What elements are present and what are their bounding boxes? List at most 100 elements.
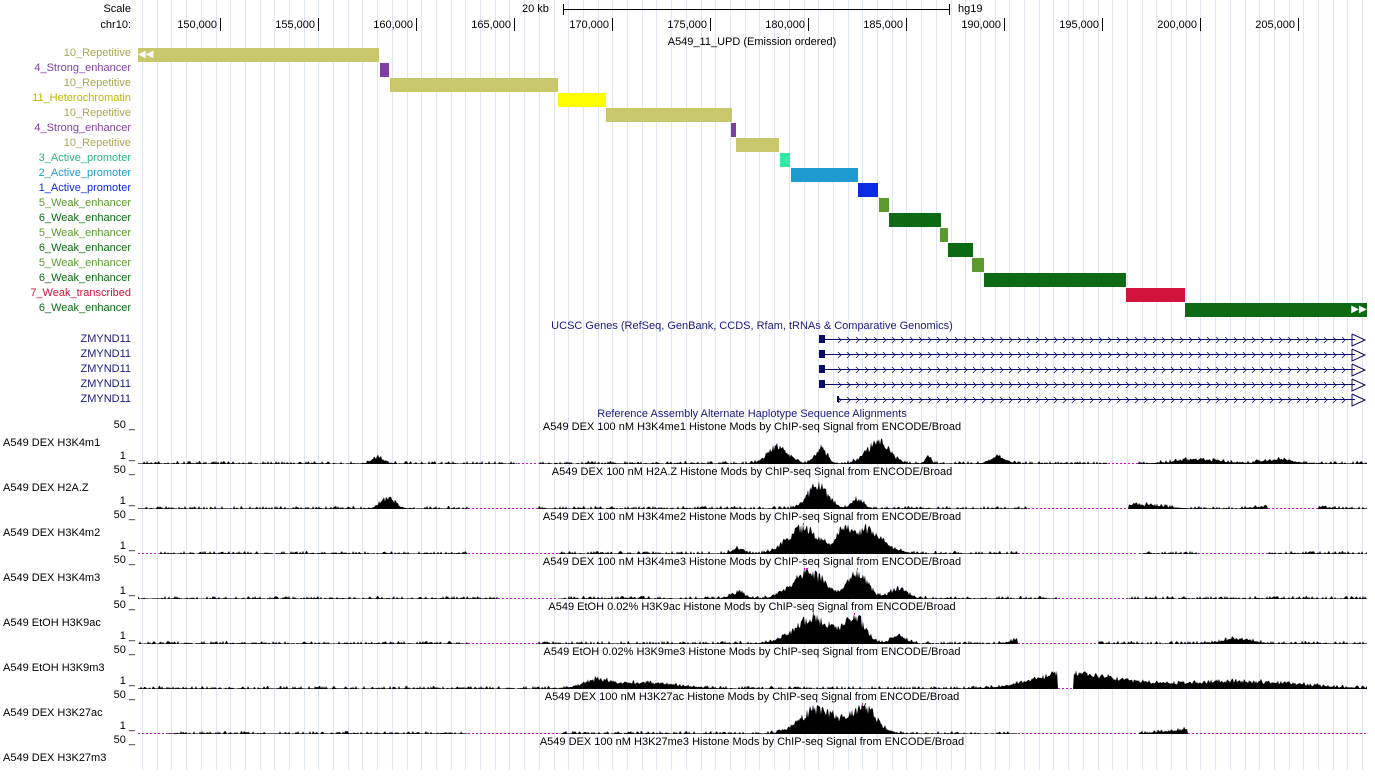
gene-label[interactable]: ZMYND11 [80, 348, 131, 360]
gene-label[interactable]: ZMYND11 [80, 393, 131, 405]
signal-track[interactable]: A549 DEX 100 nM H3K27me3 Histone Mods by… [138, 735, 1367, 780]
no-data-mark [520, 508, 522, 509]
no-data-mark [468, 508, 470, 509]
signal-track[interactable]: A549 DEX 100 nM H3K4me1 Histone Mods by … [138, 420, 1367, 465]
segmentation-row-label[interactable]: 3_Active_promoter [38, 152, 131, 164]
segmentation-block[interactable] [1185, 303, 1367, 317]
segmentation-row-label[interactable]: 10_Repetitive [63, 77, 131, 89]
segmentation-block[interactable] [731, 123, 736, 137]
segmentation-row-label[interactable]: 1_Active_promoter [38, 182, 131, 194]
segmentation-row-label[interactable]: 7_Weak_transcribed [30, 287, 131, 299]
no-data-mark [1218, 553, 1220, 554]
signal-track-label[interactable]: A549 DEX H2A.Z [3, 482, 89, 494]
signal-track-label[interactable]: A549 EtOH H3K9ac [3, 617, 101, 629]
signal-track-title[interactable]: A549 DEX 100 nM H3K4me1 Histone Mods by … [542, 421, 962, 433]
segmentation-track-title[interactable]: A549_11_UPD (Emission ordered) [667, 36, 837, 48]
no-data-mark [1046, 643, 1048, 644]
signal-track-title[interactable]: A549 EtOH 0.02% H3K9me3 Histone Mods by … [543, 646, 961, 658]
gene-label[interactable]: ZMYND11 [80, 363, 131, 375]
gene-label[interactable]: ZMYND11 [80, 378, 131, 390]
segmentation-block[interactable] [380, 63, 389, 77]
segmentation-row-label[interactable]: 10_Repetitive [63, 47, 131, 59]
left-arrows-icon[interactable]: ◀◀ [138, 48, 154, 62]
gene-label[interactable]: ZMYND11 [80, 333, 131, 345]
gridline [245, 0, 246, 770]
segmentation-row-label[interactable]: 6_Weak_enhancer [38, 272, 131, 284]
signal-track[interactable]: A549 DEX 100 nM H3K27ac Histone Mods by … [138, 690, 1367, 735]
segmentation-row-label[interactable]: 2_Active_promoter [38, 167, 131, 179]
segmentation-row-label[interactable]: 5_Weak_enhancer [38, 257, 131, 269]
right-arrows-icon[interactable]: ▶▶ [1351, 304, 1367, 315]
segmentation-block[interactable] [984, 273, 1126, 287]
no-data-mark [524, 643, 526, 644]
signal-track-max-label: 50 _ [113, 599, 135, 611]
genes-track-title[interactable]: UCSC Genes (RefSeq, GenBank, CCDS, Rfam,… [551, 320, 953, 332]
signal-track-label[interactable]: A549 DEX H3K27m3 [3, 752, 107, 764]
no-data-mark [1304, 733, 1306, 734]
signal-track-title[interactable]: A549 EtOH 0.02% H3K9ac Histone Mods by C… [548, 601, 956, 613]
segmentation-block[interactable] [736, 138, 779, 152]
segmentation-block[interactable] [606, 108, 732, 122]
signal-track[interactable]: A549 DEX 100 nM H2A.Z Histone Mods by Ch… [138, 465, 1367, 510]
no-data-mark [476, 643, 478, 644]
signal-track[interactable]: A549 EtOH 0.02% H3K9ac Histone Mods by C… [138, 600, 1367, 645]
signal-track-label[interactable]: A549 DEX H3K4m1 [3, 437, 101, 449]
segmentation-block[interactable] [948, 243, 973, 257]
signal-track-title[interactable]: A549 DEX 100 nM H2A.Z Histone Mods by Ch… [551, 466, 953, 478]
ruler-position-label: 180,000 [765, 19, 805, 31]
signal-track-label[interactable]: A549 DEX H3K4m3 [3, 572, 101, 584]
segmentation-row-label[interactable]: 6_Weak_enhancer [38, 212, 131, 224]
segmentation-block[interactable] [879, 198, 889, 212]
signal-track-label[interactable]: A549 DEX H3K4m2 [3, 527, 101, 539]
gridline [759, 0, 760, 770]
gridline [216, 0, 217, 770]
segmentation-block[interactable] [1126, 288, 1185, 302]
ruler-tick [1298, 18, 1299, 31]
no-data-mark [1340, 733, 1342, 734]
alt-haplotype-track-title[interactable]: Reference Assembly Alternate Haplotype S… [597, 408, 907, 420]
segmentation-block[interactable] [940, 228, 948, 242]
segmentation-block[interactable] [558, 93, 606, 107]
segmentation-row-label[interactable]: 6_Weak_enhancer [38, 242, 131, 254]
segmentation-row-label[interactable]: 11_Heterochromatin [32, 92, 131, 104]
no-data-mark [146, 553, 148, 554]
signal-track-min-label: 1 _ [119, 495, 135, 507]
no-data-mark [1250, 553, 1252, 554]
segmentation-row-label[interactable]: 5_Weak_enhancer [38, 227, 131, 239]
segmentation-block[interactable] [972, 258, 984, 272]
signal-track-title[interactable]: A549 DEX 100 nM H3K27ac Histone Mods by … [544, 691, 960, 703]
segmentation-row-label[interactable]: 5_Weak_enhancer [38, 197, 131, 209]
signal-track[interactable]: A549 DEX 100 nM H3K4me2 Histone Mods by … [138, 510, 1367, 555]
segmentation-block[interactable] [889, 213, 941, 227]
no-data-mark [1102, 733, 1104, 734]
no-data-mark [1304, 508, 1306, 509]
segmentation-block[interactable] [780, 153, 790, 167]
track-data-area[interactable]: 20 kb hg19 150,000 155,000 160,000 165,000 1… [138, 0, 1367, 770]
clipped-mark [804, 568, 805, 570]
segmentation-row-label[interactable]: 6_Weak_enhancer [38, 302, 131, 314]
signal-track[interactable]: A549 EtOH 0.02% H3K9me3 Histone Mods by … [138, 645, 1367, 690]
segmentation-row-label[interactable]: 10_Repetitive [63, 137, 131, 149]
signal-track-title[interactable]: A549 DEX 100 nM H3K27me3 Histone Mods by… [539, 736, 965, 748]
signal-track-max-label: 50 _ [113, 734, 135, 746]
segmentation-block[interactable] [791, 168, 858, 182]
signal-track-title[interactable]: A549 DEX 100 nM H3K4me3 Histone Mods by … [542, 556, 962, 568]
signal-track-title[interactable]: A549 DEX 100 nM H3K4me2 Histone Mods by … [542, 511, 962, 523]
segmentation-block[interactable] [858, 183, 878, 197]
no-data-mark [1258, 553, 1260, 554]
no-data-mark [1066, 688, 1068, 689]
no-data-mark [1276, 733, 1278, 734]
signal-track-label[interactable]: A549 DEX H3K27ac [3, 707, 103, 719]
no-data-mark [142, 553, 144, 554]
segmentation-block[interactable] [390, 78, 558, 92]
no-data-mark [500, 733, 502, 734]
signal-area [138, 614, 1367, 644]
signal-track-label[interactable]: A549 EtOH H3K9m3 [3, 662, 105, 674]
gridline [686, 0, 687, 770]
no-data-mark [1108, 463, 1110, 464]
segmentation-row-label[interactable]: 4_Strong_enhancer [34, 122, 131, 134]
signal-track[interactable]: A549 DEX 100 nM H3K4me3 Histone Mods by … [138, 555, 1367, 600]
segmentation-block[interactable] [152, 48, 379, 62]
segmentation-row-label[interactable]: 10_Repetitive [63, 107, 131, 119]
segmentation-row-label[interactable]: 4_Strong_enhancer [34, 62, 131, 74]
